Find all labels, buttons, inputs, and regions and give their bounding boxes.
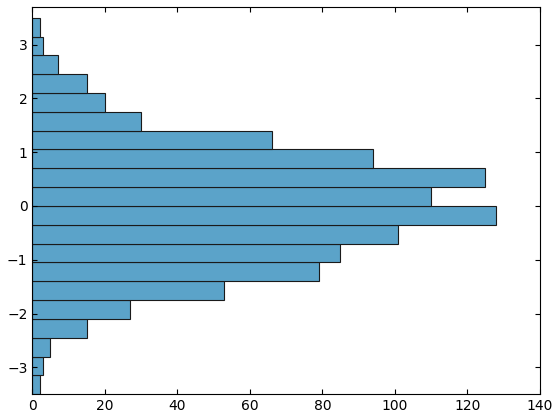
Bar	[32, 187, 431, 206]
Bar	[32, 338, 50, 357]
Bar	[32, 93, 105, 112]
Bar	[32, 74, 87, 93]
Bar	[32, 37, 43, 55]
Bar	[32, 225, 399, 244]
Bar	[32, 262, 319, 281]
Bar	[32, 244, 340, 262]
Bar	[32, 357, 43, 375]
Bar	[32, 319, 87, 338]
Bar	[32, 375, 40, 394]
Bar	[32, 300, 130, 319]
Bar	[32, 168, 486, 187]
Bar	[32, 206, 496, 225]
Bar	[32, 18, 40, 37]
Bar	[32, 131, 272, 150]
Bar	[32, 150, 373, 168]
Bar	[32, 281, 225, 300]
Bar	[32, 112, 141, 131]
Bar	[32, 55, 58, 74]
